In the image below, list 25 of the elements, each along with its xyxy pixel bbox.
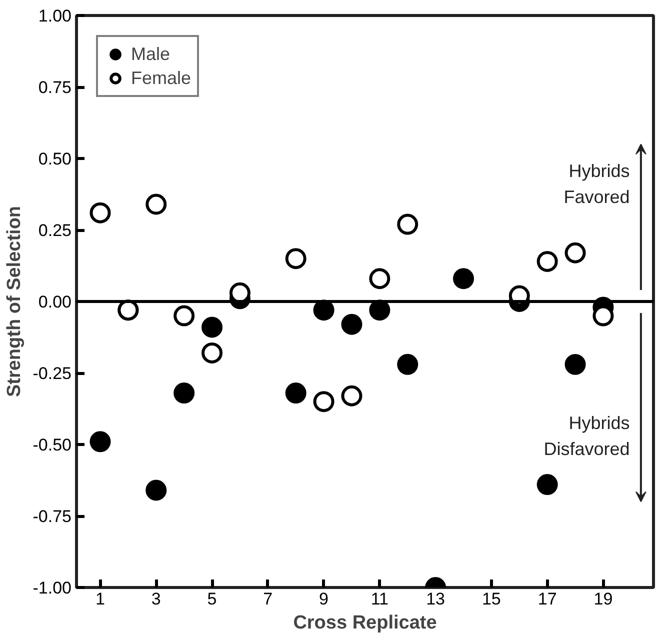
x-tick-label: 17 [538, 590, 557, 608]
x-tick-label: 13 [426, 590, 446, 608]
x-tick-label: 5 [207, 590, 217, 608]
y-tick-label: 0.50 [38, 150, 72, 168]
x-tick-label: 3 [151, 590, 161, 608]
x-tick-label: 1 [96, 590, 105, 608]
y-tick-label: -0.50 [32, 436, 72, 454]
y-tick-label: 0.25 [38, 221, 72, 240]
legend-label: Female [131, 68, 192, 88]
x-tick-label: 15 [482, 590, 501, 608]
y-axis-title: Strength of Selection [4, 206, 25, 398]
x-tick-label: 19 [594, 590, 613, 608]
x-tick-label: 11 [370, 590, 388, 608]
x-tick-label: 7 [263, 590, 273, 608]
x-axis-title: Cross Replicate [293, 612, 437, 634]
y-tick-label: 0.00 [38, 292, 72, 312]
annotation: Hybrids Disfavored [544, 412, 630, 459]
y-tick-label: 1.00 [38, 6, 72, 26]
y-tick-label: -0.25 [32, 364, 72, 383]
legend-label: Male [131, 44, 170, 64]
y-tick-label: -0.75 [32, 507, 72, 526]
x-tick-label: 9 [319, 590, 329, 608]
y-tick-label: -1.00 [32, 578, 72, 598]
y-tick-label: 0.75 [38, 78, 72, 97]
annotation: Hybrids Favored [564, 161, 630, 208]
